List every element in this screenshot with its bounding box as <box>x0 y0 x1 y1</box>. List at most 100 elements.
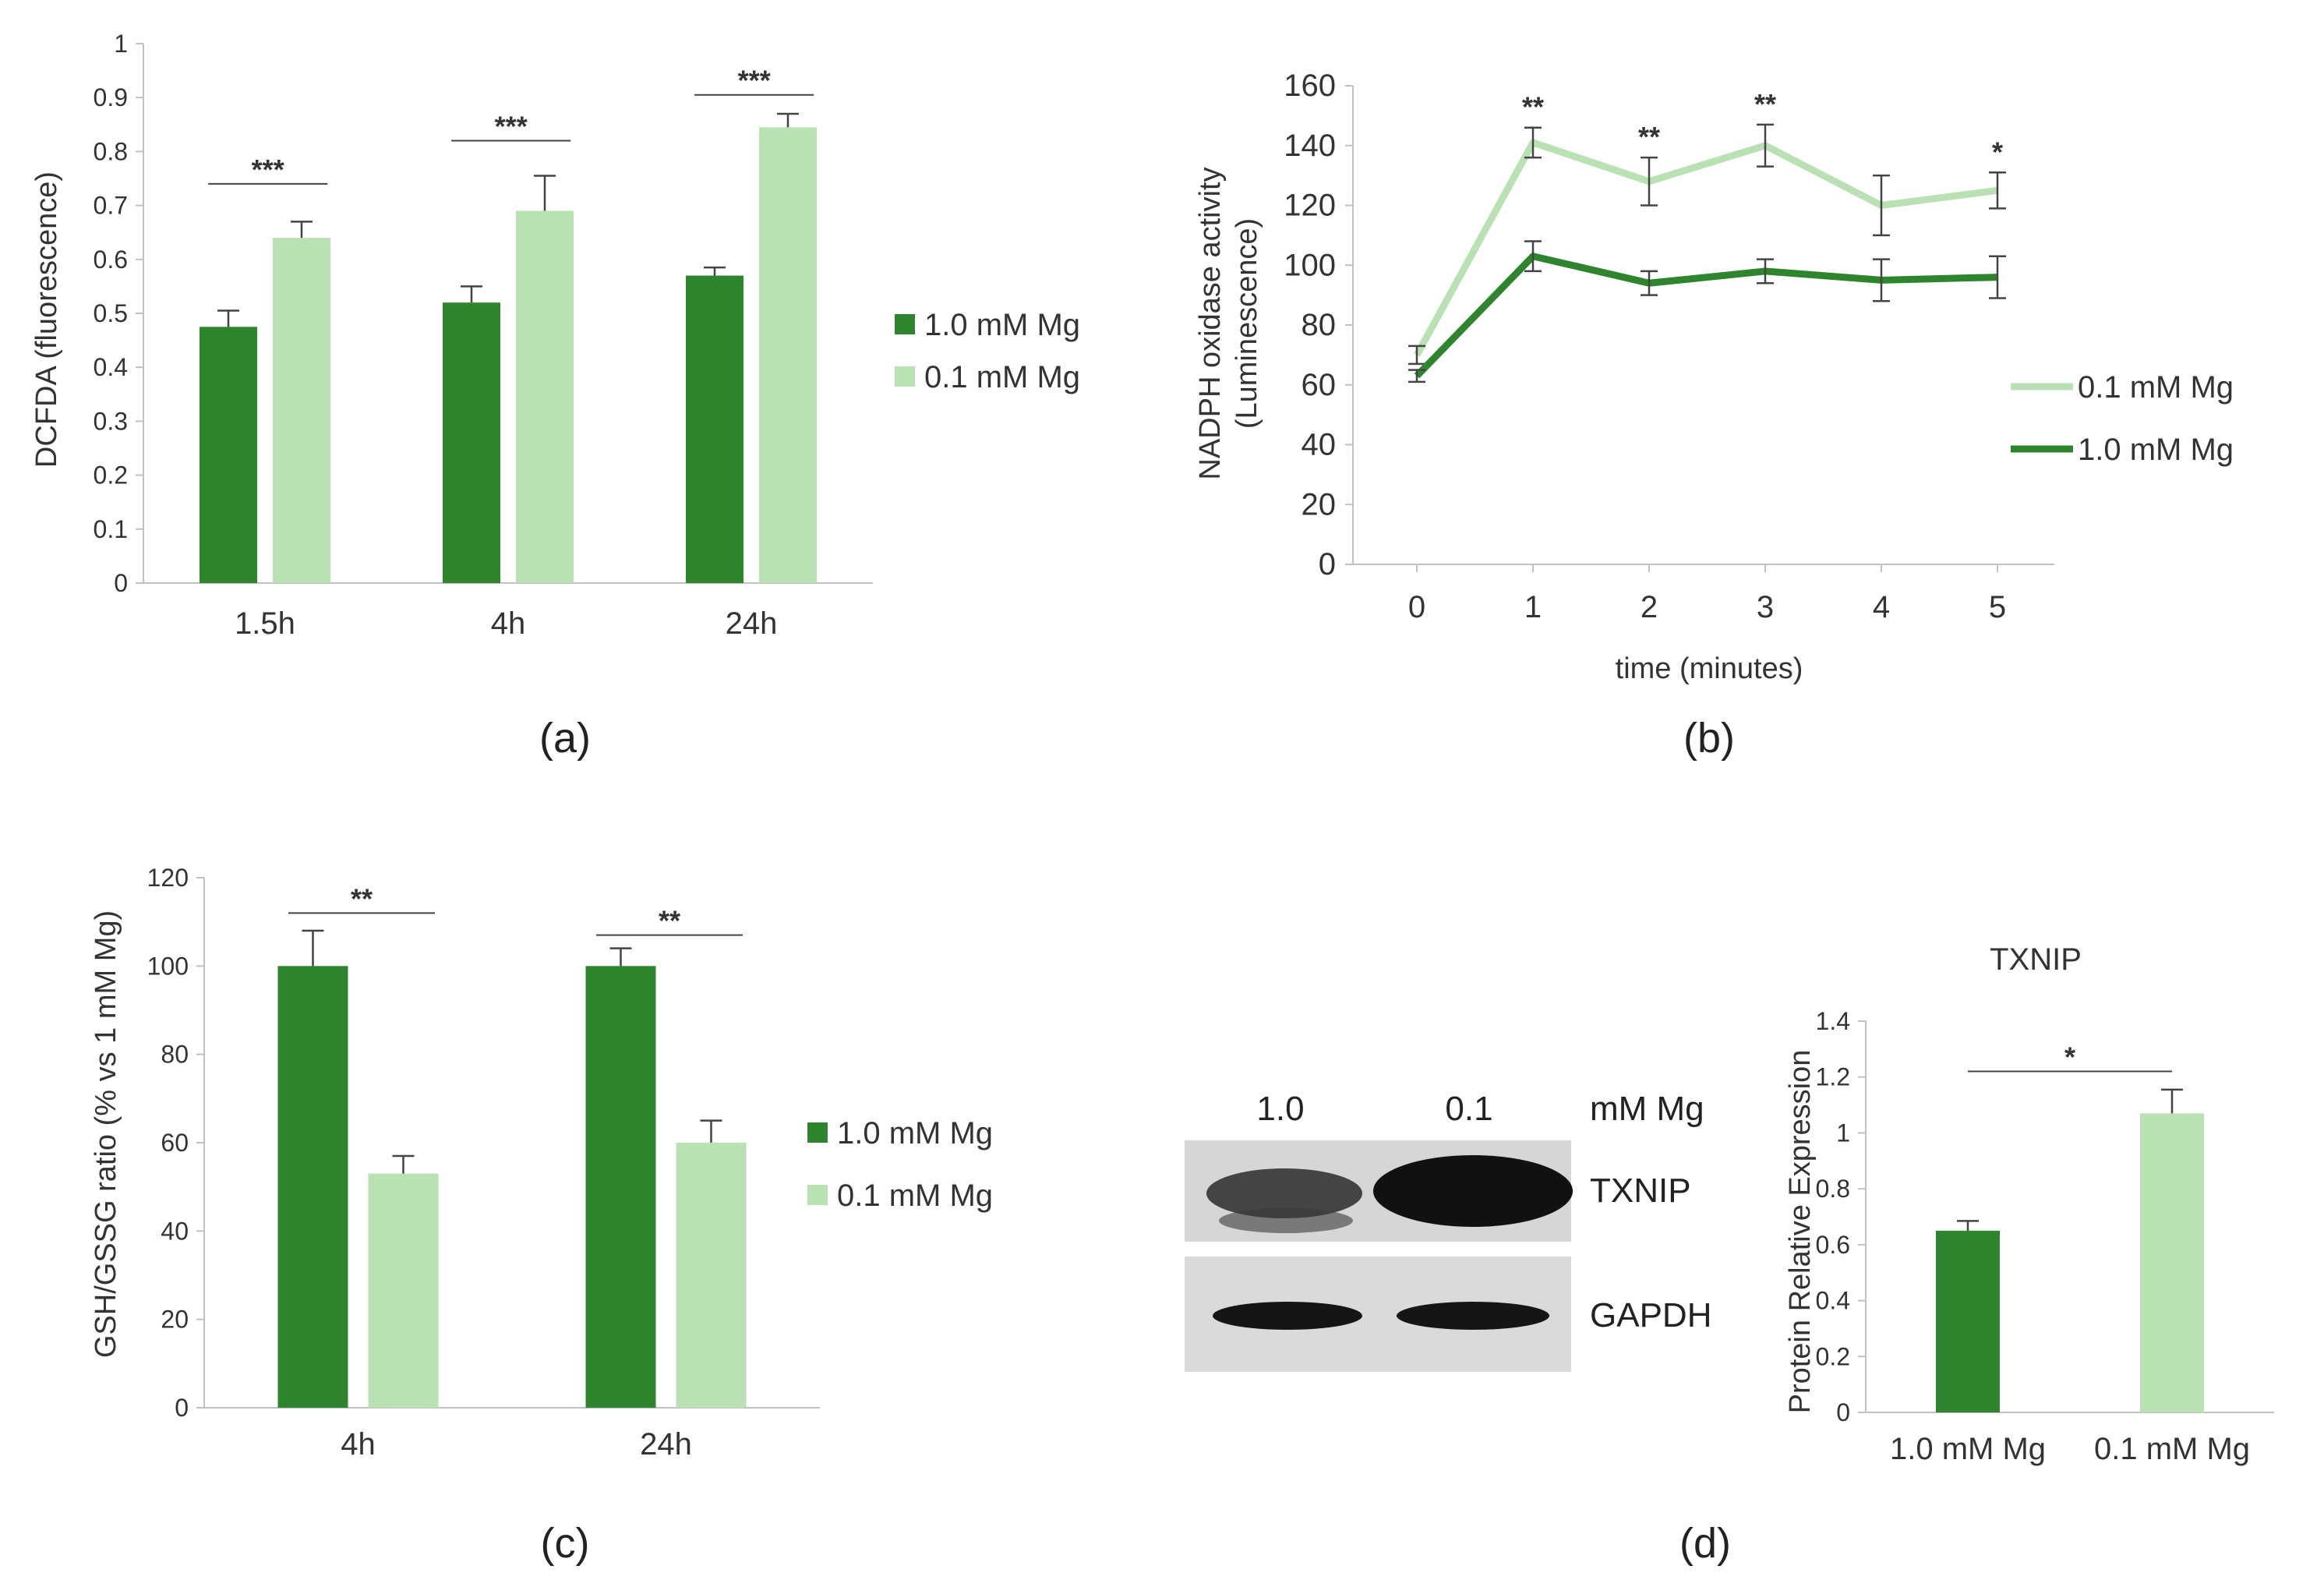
b-xtick-label: 1 <box>1524 590 1542 624</box>
c-ytick-label: 60 <box>161 1129 189 1157</box>
b-ytick-label: 0 <box>1319 547 1336 581</box>
a-ytick-label: 0.7 <box>94 192 128 220</box>
a-sig-stars: *** <box>495 111 528 143</box>
d-ytick-label: 1.4 <box>1816 1007 1850 1035</box>
d-ytick-label: 0.2 <box>1816 1342 1850 1370</box>
c-bar <box>368 1173 439 1408</box>
blot-lane-label-1: 1.0 <box>1256 1090 1304 1128</box>
a-sig-stars: *** <box>738 65 771 97</box>
a-category-label: 1.5h <box>235 606 295 641</box>
d-ylabel: Protein Relative Expression <box>1784 1050 1817 1414</box>
b-ytick-label: 120 <box>1284 189 1336 223</box>
c-category-label: 4h <box>341 1427 376 1462</box>
a-ytick-label: 0.3 <box>94 407 128 435</box>
blot-row-label-txnip: TXNIP <box>1590 1172 1691 1210</box>
panel-d-label: (d) <box>1679 1520 1731 1567</box>
a-legend-swatch-dark <box>895 314 915 334</box>
a-ytick-label: 0.2 <box>94 461 128 490</box>
c-legend-swatch-dark <box>807 1122 828 1143</box>
c-sig-stars: ** <box>659 905 680 937</box>
panel-a: 0 0.1 0.2 0.3 0.4 0.5 0.6 0.7 0.8 0.9 1 *** 1.5h *** 4… <box>30 30 1080 762</box>
d-bar <box>1936 1230 2000 1412</box>
western-blot: 1.0 0.1 mM Mg TXNIP GAPDH <box>1185 1090 1711 1372</box>
c-ytick-label: 0 <box>175 1394 189 1422</box>
b-ylabel-line1: NADPH oxidase activity <box>1194 167 1227 479</box>
d-ytick-label: 1 <box>1836 1119 1850 1147</box>
panel-b-label: (b) <box>1683 715 1735 762</box>
a-ytick-label: 1 <box>114 30 128 58</box>
d-ytick-label: 1.2 <box>1816 1063 1850 1091</box>
blot-gapdh-band-2 <box>1397 1302 1549 1330</box>
blot-gapdh-band-1 <box>1213 1302 1362 1330</box>
b-xtick-label: 2 <box>1641 590 1658 624</box>
b-series-line-light <box>1414 139 1998 357</box>
b-ytick-label: 40 <box>1302 428 1337 462</box>
b-sig-stars: ** <box>1522 91 1544 123</box>
a-ytick-label: 0.5 <box>94 299 128 327</box>
d-category-label: 0.1 mM Mg <box>2094 1432 2250 1466</box>
a-bar <box>516 210 574 583</box>
c-sig-stars: ** <box>351 882 373 914</box>
c-ytick-label: 40 <box>161 1217 189 1245</box>
d-category-label: 1.0 mM Mg <box>1890 1432 2046 1466</box>
a-category-label: 24h <box>726 606 778 641</box>
a-category-label: 4h <box>491 606 526 641</box>
b-xtick-label: 4 <box>1873 590 1890 624</box>
blot-lane-label-2: 0.1 <box>1445 1090 1492 1128</box>
d-ytick-label: 0.4 <box>1816 1287 1850 1315</box>
c-ytick-label: 80 <box>161 1041 189 1069</box>
a-ytick-label: 0.6 <box>94 246 128 274</box>
c-ytick-label: 20 <box>161 1306 189 1334</box>
blot-txnip-band-2 <box>1373 1155 1573 1227</box>
c-legend-label-light: 0.1 mM Mg <box>837 1179 993 1213</box>
c-ytick-label: 100 <box>147 952 189 980</box>
c-ytick-label: 120 <box>147 864 189 892</box>
blot-unit-label: mM Mg <box>1590 1090 1704 1128</box>
panel-d: 1.0 0.1 mM Mg TXNIP GAPDH 0 0.2 0.4 0.6 0.8 1… <box>1185 942 2274 1567</box>
a-bar <box>759 127 817 583</box>
a-bar <box>273 238 330 583</box>
blot-txnip-band-1-lower <box>1219 1208 1353 1233</box>
b-sig-stars: * <box>1992 136 2003 168</box>
a-bar <box>443 302 500 583</box>
b-legend-label-dark: 1.0 mM Mg <box>2078 433 2234 467</box>
a-ytick-label: 0.4 <box>94 353 128 381</box>
c-ylabel: GSH/GSSG ratio (% vs 1 mM Mg) <box>90 910 122 1358</box>
b-sig-stars: ** <box>1638 121 1660 153</box>
b-ytick-label: 80 <box>1302 308 1337 342</box>
panel-a-label: (a) <box>539 715 591 762</box>
b-sig-stars: ** <box>1754 88 1776 120</box>
b-ytick-label: 160 <box>1284 69 1336 103</box>
b-xtick-label: 0 <box>1408 590 1425 624</box>
a-sig-stars: *** <box>252 154 284 186</box>
a-ytick-label: 0.1 <box>94 515 128 543</box>
b-ytick-label: 20 <box>1302 487 1337 521</box>
c-legend-swatch-light <box>807 1185 828 1205</box>
d-chart-title: TXNIP <box>1990 942 2082 977</box>
c-legend-label-dark: 1.0 mM Mg <box>837 1116 993 1150</box>
b-ytick-label: 60 <box>1302 368 1337 402</box>
d-ytick-label: 0.6 <box>1816 1231 1850 1259</box>
b-xtick-label: 3 <box>1757 590 1774 624</box>
b-ylabel-line2: (Luminescence) <box>1231 218 1263 429</box>
b-xlabel: time (minutes) <box>1616 652 1803 685</box>
c-bar <box>585 966 656 1408</box>
d-sig-stars: * <box>2064 1041 2075 1073</box>
panel-c-label: (c) <box>541 1520 590 1567</box>
a-legend-label-light: 0.1 mM Mg <box>924 360 1080 394</box>
a-ylabel: DCFDA (fluorescence) <box>30 171 63 468</box>
a-ytick-label: 0 <box>114 569 128 597</box>
b-xtick-label: 5 <box>1989 590 2006 624</box>
a-legend-swatch-light <box>895 366 915 387</box>
panel-c: 0 20 40 60 80 100 120 ** 4h ** 24h GSH/GSSG ratio … <box>90 864 993 1567</box>
d-ytick-label: 0.8 <box>1816 1175 1850 1203</box>
blot-txnip-band-1 <box>1206 1168 1362 1218</box>
d-ytick-label: 0 <box>1836 1398 1850 1426</box>
c-bar <box>277 966 348 1408</box>
a-ytick-label: 0.9 <box>94 83 128 111</box>
a-ytick-label: 0.8 <box>94 137 128 165</box>
b-ytick-label: 100 <box>1284 248 1336 282</box>
c-bar <box>676 1143 747 1408</box>
